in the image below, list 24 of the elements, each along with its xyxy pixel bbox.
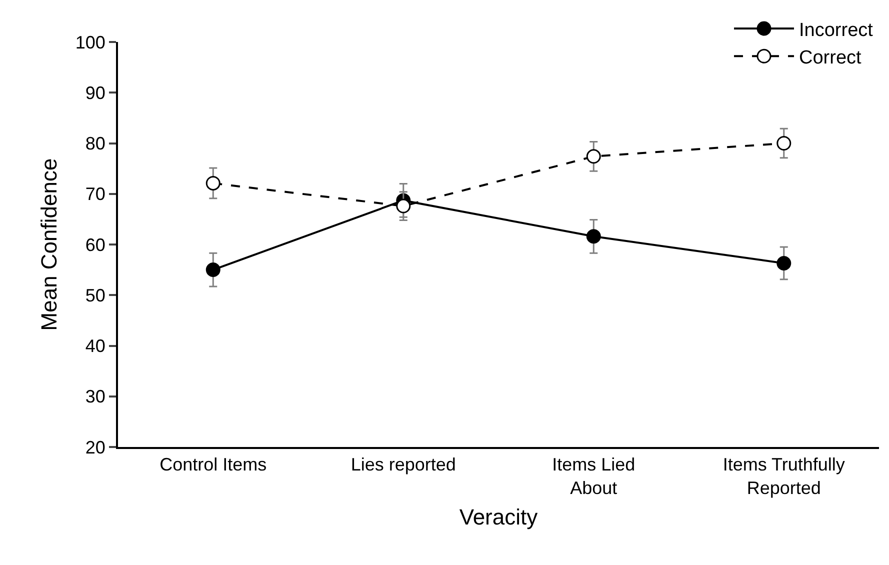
point xyxy=(206,262,220,278)
y-tick-label: 60 xyxy=(85,234,106,255)
point xyxy=(586,229,601,244)
legend-label: Incorrect xyxy=(799,20,874,41)
y-tick-label: 90 xyxy=(85,82,106,103)
x-axis-title: Veracity xyxy=(459,504,538,530)
point xyxy=(396,198,411,214)
y-tick-label: 50 xyxy=(85,285,106,306)
x-tick-label: Control Items xyxy=(160,454,267,475)
y-tick-label: 30 xyxy=(85,386,106,407)
x-tick-label: Lies reported xyxy=(350,454,456,475)
legend-label: Correct xyxy=(799,48,862,69)
y-tick-label: 100 xyxy=(75,32,106,52)
y-tick-label: 70 xyxy=(85,184,106,204)
y-axis-title: Mean Confidence xyxy=(36,158,62,331)
y-tick-label: 80 xyxy=(85,134,106,154)
point xyxy=(586,149,601,164)
x-tick-label: Items Lied About xyxy=(552,454,636,498)
point xyxy=(776,256,792,270)
x-tick-label: Items Truthfully Reported xyxy=(722,454,845,498)
y-tick-label: 40 xyxy=(85,336,106,356)
y-tick-label: 20 xyxy=(85,437,106,458)
point xyxy=(206,176,220,190)
point xyxy=(776,136,792,150)
